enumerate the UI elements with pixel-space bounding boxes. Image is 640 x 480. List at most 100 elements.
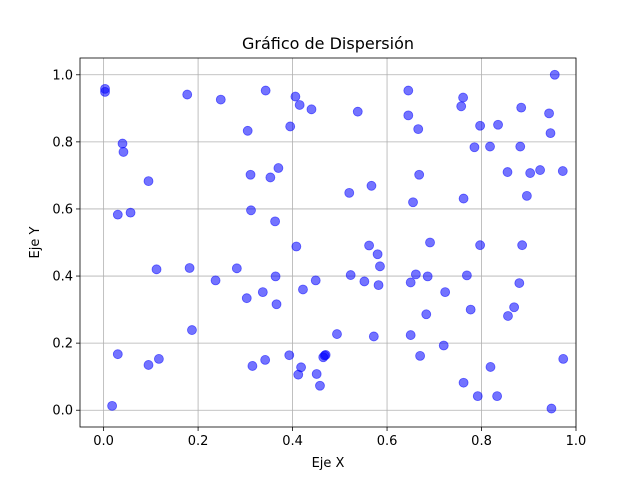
- scatter-point: [535, 165, 545, 175]
- scatter-point: [257, 287, 268, 298]
- x-tick-label: 0.2: [188, 434, 209, 449]
- scatter-point: [290, 91, 301, 102]
- scatter-point: [515, 141, 526, 152]
- scatter-point: [273, 163, 284, 173]
- x-tick-label: 0.6: [377, 434, 398, 449]
- scatter-point: [231, 263, 242, 274]
- scatter-point: [521, 190, 532, 201]
- scatter-point: [465, 304, 476, 315]
- scatter-point: [107, 400, 118, 411]
- scatter-point: [187, 325, 197, 335]
- scatter-point: [469, 142, 480, 153]
- scatter-point: [425, 237, 435, 248]
- scatter-point: [492, 391, 503, 402]
- scatter-point: [210, 275, 221, 286]
- scatter-point: [372, 249, 383, 260]
- scatter-point: [306, 104, 317, 115]
- scatter-point: [546, 403, 557, 414]
- scatter-point: [405, 330, 416, 340]
- scatter-point: [298, 284, 308, 295]
- scatter-point: [415, 350, 426, 361]
- scatter-point: [475, 120, 486, 131]
- scatter-point: [458, 193, 469, 204]
- scatter-point: [545, 128, 556, 139]
- scatter-point: [320, 349, 331, 360]
- scatter-point: [117, 138, 128, 149]
- scatter-point: [421, 309, 432, 320]
- scatter-point: [422, 271, 433, 282]
- scatter-point: [544, 108, 554, 119]
- scatter-point: [373, 280, 384, 291]
- scatter-point: [458, 377, 469, 388]
- scatter-point: [413, 124, 424, 135]
- plot-area-frame: [79, 57, 577, 428]
- scatter-point: [241, 293, 252, 304]
- chart-title: Gráfico de Dispersión: [242, 34, 414, 53]
- scatter-point: [315, 380, 325, 391]
- scatter-point: [118, 147, 129, 157]
- scatter-point: [182, 89, 193, 100]
- scatter-point: [215, 94, 226, 105]
- scatter-point: [143, 176, 154, 187]
- scatter-point: [558, 354, 569, 364]
- scatter-point: [503, 311, 513, 321]
- y-tick-label: 1.0: [52, 68, 73, 83]
- scatter-point: [403, 110, 414, 121]
- scatter-point: [100, 86, 110, 97]
- scatter-point: [265, 172, 276, 183]
- scatter-point: [291, 241, 302, 252]
- scatter-point: [549, 69, 560, 80]
- scatter-point: [461, 270, 472, 281]
- scatter-point: [364, 240, 374, 251]
- data-points: [100, 69, 569, 414]
- scatter-point: [359, 276, 370, 287]
- scatter-point: [514, 278, 525, 288]
- scatter-point: [475, 240, 486, 251]
- scatter-point: [112, 349, 123, 360]
- scatter-point: [242, 125, 253, 136]
- scatter-point: [458, 92, 469, 103]
- scatter-point: [151, 264, 162, 275]
- scatter-point: [184, 263, 195, 273]
- scatter-point: [485, 362, 496, 372]
- y-tick-label: 0.6: [52, 202, 73, 217]
- scatter-point: [472, 391, 483, 402]
- scatter-point: [311, 369, 322, 379]
- x-tick-label: 0.4: [282, 434, 303, 449]
- scatter-point: [410, 269, 421, 280]
- scatter-point: [294, 100, 305, 110]
- scatter-point: [270, 216, 280, 227]
- y-tick-label: 0.8: [52, 135, 73, 150]
- scatter-point: [516, 102, 527, 113]
- scatter-point: [502, 167, 513, 177]
- scatter-point: [246, 205, 256, 216]
- scatter-point: [112, 209, 123, 220]
- scatter-point: [440, 287, 451, 298]
- scatter-point: [247, 361, 258, 371]
- scatter-point: [408, 197, 418, 208]
- y-tick-label: 0.2: [52, 337, 73, 352]
- scatter-point: [352, 106, 363, 117]
- scatter-point: [438, 340, 449, 351]
- y-tick-label: 0.4: [52, 270, 73, 285]
- y-tick-label: 0.0: [52, 404, 73, 419]
- scatter-point: [493, 119, 503, 130]
- scatter-point: [125, 207, 136, 218]
- scatter-point: [285, 121, 296, 132]
- scatter-point: [525, 168, 536, 178]
- scatter-point: [509, 302, 520, 313]
- scatter-point: [153, 354, 164, 364]
- scatter-point: [403, 85, 414, 96]
- scatter-point: [368, 331, 379, 342]
- scatter-point: [310, 275, 321, 286]
- axis-ticks: 0.0 0.2 0.4 0.6 0.8 1.0 0.0 0.2 0.4 0.6 0.8 1.0: [52, 68, 586, 449]
- scatter-point: [345, 270, 356, 280]
- scatter-point: [260, 85, 271, 96]
- x-axis-label: Eje X: [312, 456, 345, 471]
- scatter-point: [405, 277, 416, 288]
- scatter-point: [517, 240, 528, 251]
- scatter-point: [143, 360, 154, 370]
- x-tick-label: 1.0: [566, 434, 587, 449]
